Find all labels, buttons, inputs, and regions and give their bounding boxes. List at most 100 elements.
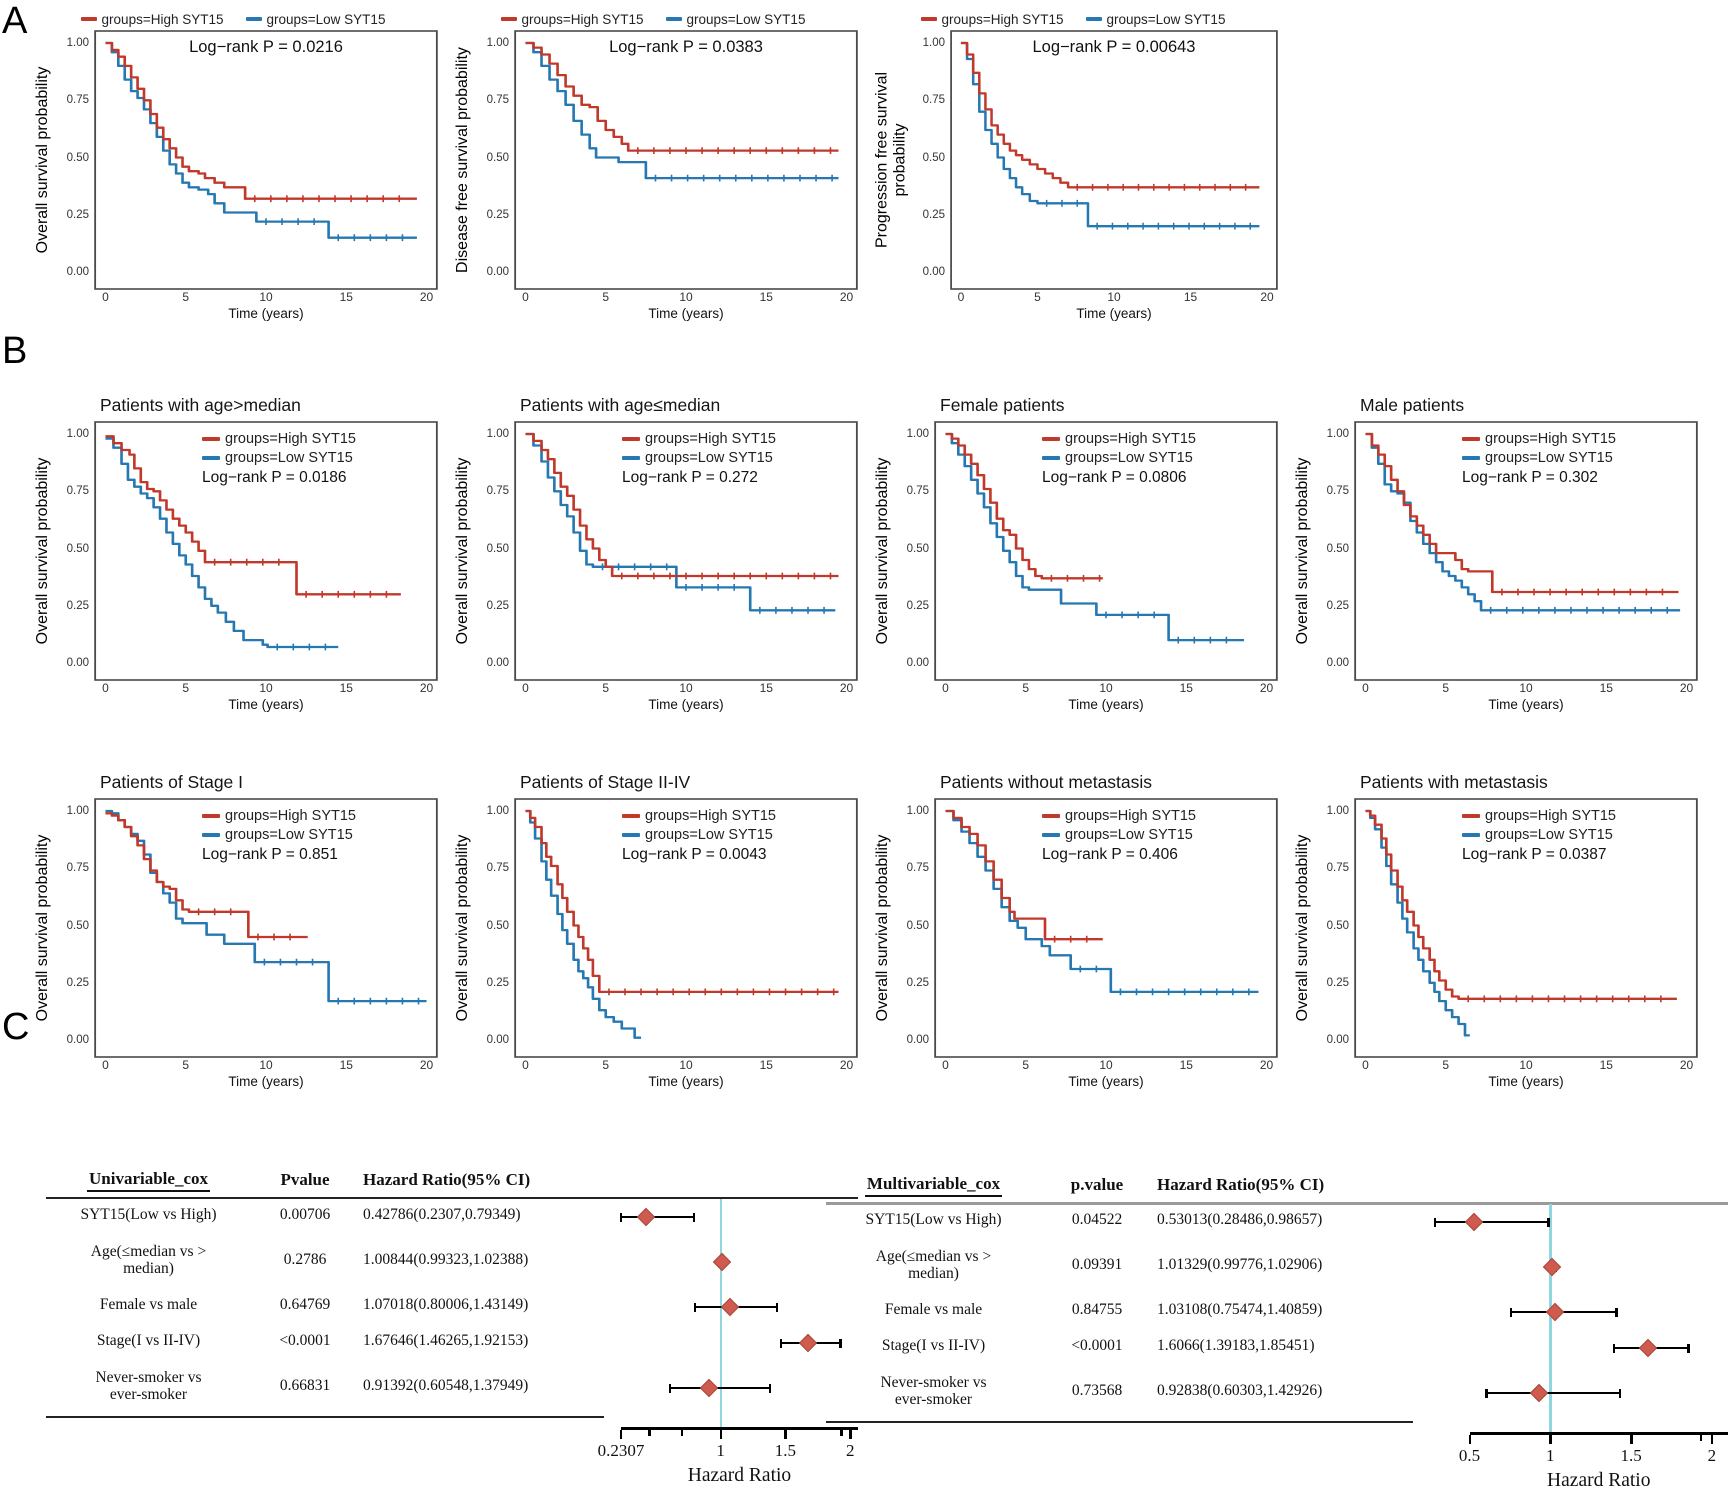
legend-item-low: groups=Low SYT15	[665, 12, 805, 27]
legend-label: groups=High SYT15	[941, 11, 1064, 27]
x-tick-label: 15	[339, 1058, 353, 1072]
km-plot-B2: Patients with age≤median Overall survival…	[448, 395, 858, 715]
y-axis-title-text: Overall survival probability	[34, 457, 52, 645]
x-tick-label: 5	[1442, 681, 1450, 695]
x-axis-ticks: 0 5 10 15 20	[94, 1058, 438, 1074]
variable-label: Never-smoker vs ever-smoker	[95, 1368, 202, 1403]
axis-tick-label: 0.5	[1458, 1446, 1481, 1465]
x-tick-label: 10	[1519, 681, 1533, 695]
cox-table: Multivariable_cox p.value Hazard Ratio(95%…	[826, 1168, 1728, 1418]
x-axis-ticks: 0 5 10 15 20	[514, 681, 858, 697]
y-tick-label: 0.50	[1326, 542, 1349, 555]
legend-label: groups=High SYT15	[225, 431, 356, 447]
hazard-ratio-diamond	[637, 1207, 656, 1227]
x-tick-label: 0	[942, 681, 949, 695]
legend-label: groups=High SYT15	[1485, 431, 1616, 447]
x-tick-label: 20	[1679, 1058, 1694, 1072]
km-legend: groups=High SYT15 groups=Low SYT15 Log−ran…	[1042, 431, 1276, 487]
km-plot-title: Patients without metastasis	[940, 772, 1153, 792]
km-plot-B6: Patients of Stage II-IV Overall survival …	[448, 772, 858, 1092]
km-curve-low-syt15	[945, 809, 1259, 994]
ci-cap	[693, 1302, 697, 1312]
x-tick-label: 15	[1179, 681, 1193, 695]
log-rank-p-value: Log−rank P = 0.302	[1462, 469, 1598, 486]
censor-ticks-low	[1079, 965, 1250, 996]
high-series-dash	[920, 17, 937, 21]
low-series-dash	[1042, 832, 1060, 838]
hazard-ratio-diamond	[1639, 1338, 1658, 1358]
legend-label: groups=Low SYT15	[1485, 827, 1613, 843]
x-tick-label: 5	[602, 681, 610, 695]
y-tick-label: 0.00	[906, 657, 929, 669]
variable-label: Age(≤median vs > median)	[875, 1247, 992, 1282]
x-tick-label: 20	[419, 1058, 434, 1072]
x-tick-label: 5	[1034, 290, 1041, 304]
pvalue-header: p.value	[1070, 1175, 1124, 1194]
y-axis-title: Overall survival probability	[28, 30, 58, 290]
km-curves-svg	[1354, 421, 1698, 681]
hazard-ratio-diamond	[1543, 1257, 1562, 1277]
km-curve-low-syt15	[1365, 809, 1470, 1037]
y-axis-title-text: Overall survival probability	[1294, 834, 1312, 1022]
y-tick-label: 1.00	[66, 428, 89, 440]
legend-item-low: groups=Low SYT15	[622, 827, 856, 843]
low-series-dash	[1462, 455, 1480, 461]
low-series-dash	[622, 455, 640, 461]
legend-item-high: groups=High SYT15	[1042, 808, 1276, 824]
high-series-dash	[1462, 436, 1480, 442]
km-curve-high-syt15	[945, 809, 1103, 941]
axis-minor-tick	[648, 1430, 651, 1436]
km-plot-title: Patients with metastasis	[1360, 772, 1548, 792]
censor-ticks-high	[608, 988, 835, 996]
x-tick-label: 5	[602, 1058, 610, 1072]
km-curves-svg	[514, 30, 858, 290]
y-tick-label: 0.50	[922, 151, 945, 164]
km-curve-high-syt15	[945, 432, 1103, 580]
log-rank-p-value: Log−rank P = 0.0387	[1462, 846, 1607, 863]
x-axis-ticks: 0 5 10 15 20	[514, 1058, 858, 1074]
y-tick-label: 0.00	[486, 266, 509, 278]
y-tick-label: 0.50	[66, 919, 89, 932]
x-tick-label: 10	[259, 1058, 273, 1072]
y-tick-label: 0.25	[66, 208, 89, 221]
axis-tick	[1549, 1435, 1552, 1444]
hazard-ratio-header: Hazard Ratio(95% CI)	[363, 1170, 531, 1189]
x-axis-title: Time (years)	[648, 1074, 724, 1089]
high-series-dash	[202, 813, 220, 819]
y-tick-label: 0.25	[486, 599, 509, 612]
variable-label: Female vs male	[884, 1301, 983, 1319]
censor-ticks-high	[637, 147, 832, 154]
y-tick-label: 0.25	[486, 976, 509, 989]
table-title-text: Multivariable_cox	[864, 1174, 1003, 1197]
x-axis-ticks: 0 5 10 15 20	[94, 290, 438, 306]
km-legend: groups=High SYT15 groups=Low SYT15 Log−ran…	[202, 808, 436, 864]
x-tick-label: 0	[522, 290, 529, 304]
legend-label: groups=Low SYT15	[225, 450, 353, 466]
y-tick-label: 0.00	[66, 657, 89, 669]
x-axis-ticks: 0 5 10 15 20	[934, 681, 1278, 697]
km-curve-low-syt15	[1365, 432, 1681, 612]
hazard-ratio-diamond	[1465, 1212, 1484, 1232]
y-tick-label: 1.00	[906, 428, 929, 440]
legend-item-low: groups=Low SYT15	[202, 827, 436, 843]
header-rule	[826, 1202, 1728, 1205]
hazard-ratio-ci: 0.42786(0.2307,0.79349)	[363, 1206, 521, 1224]
high-series-dash	[1042, 436, 1060, 442]
low-series-dash	[665, 17, 682, 21]
p-value: 0.2786	[283, 1251, 327, 1269]
panel-label-b: B	[2, 330, 28, 372]
ci-cap	[779, 1338, 783, 1348]
table-title: Univariable_cox	[46, 1163, 251, 1197]
km-body: Overall survival probability 1.00 0.75 0.50…	[1288, 421, 1698, 681]
y-tick-label: 1.00	[486, 428, 509, 440]
p-value: <0.0001	[1071, 1337, 1123, 1355]
y-tick-label: 0.50	[906, 542, 929, 555]
ci-cap	[1618, 1388, 1622, 1398]
km-plot-title: Patients of Stage I	[100, 772, 244, 792]
legend-item-high: groups=High SYT15	[500, 12, 644, 27]
y-tick-label: 0.25	[922, 208, 945, 221]
censor-ticks-low	[1045, 199, 1251, 230]
hazard-ratio-diamond	[799, 1333, 818, 1353]
y-tick-label: 1.00	[486, 37, 509, 49]
y-tick-label: 0.25	[906, 976, 929, 989]
